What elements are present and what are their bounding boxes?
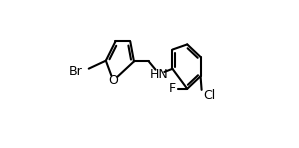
Text: O: O bbox=[108, 74, 118, 87]
Text: HN: HN bbox=[150, 67, 169, 81]
Text: Br: Br bbox=[68, 65, 82, 78]
Text: Cl: Cl bbox=[204, 89, 216, 102]
Text: F: F bbox=[169, 82, 176, 95]
